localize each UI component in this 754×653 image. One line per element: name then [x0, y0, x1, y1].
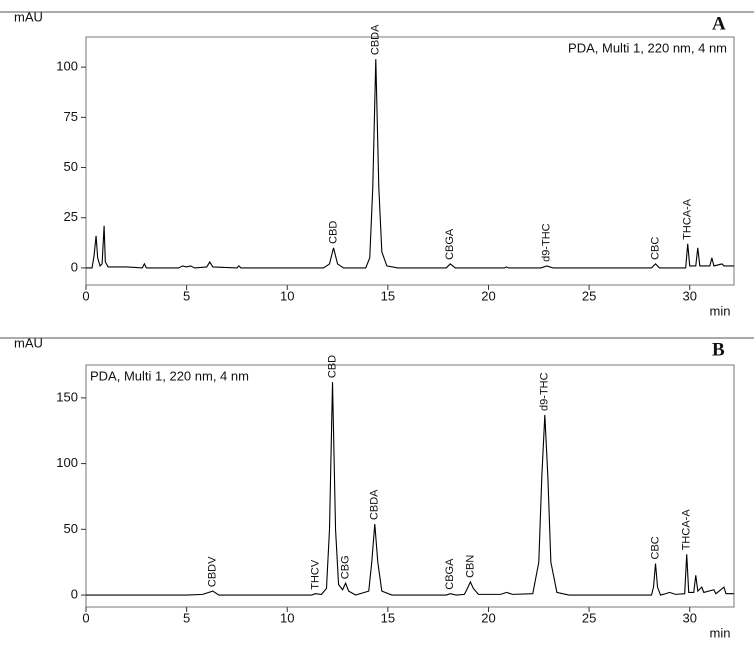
trace: [86, 382, 734, 596]
peak-label: CBC: [649, 237, 661, 260]
peak-label: THCV: [309, 559, 321, 590]
y-tick-label: 100: [56, 455, 78, 470]
trace: [86, 59, 734, 269]
x-axis-label: min: [710, 625, 731, 640]
x-tick-label: 20: [481, 610, 495, 625]
x-tick-label: 10: [280, 610, 294, 625]
x-axis-label: min: [710, 303, 731, 318]
x-tick-label: 25: [582, 288, 596, 303]
y-tick-label: 150: [56, 389, 78, 404]
x-tick-label: 10: [280, 288, 294, 303]
x-tick-label: 15: [381, 610, 395, 625]
peak-label: CBGA: [444, 228, 456, 260]
peak-label: CBN: [464, 555, 476, 578]
peak-label: THCA-A: [682, 198, 694, 240]
x-tick-label: 20: [481, 288, 495, 303]
y-axis-label: mAU: [14, 9, 43, 24]
peak-label: CBG: [340, 555, 352, 579]
peak-label: CBC: [649, 536, 661, 559]
panel-letter: A: [712, 13, 726, 34]
y-tick-label: 0: [71, 259, 78, 274]
peak-label: CBDA: [369, 489, 381, 520]
y-tick-label: 75: [64, 109, 78, 124]
x-tick-label: 0: [82, 610, 89, 625]
annotation: PDA, Multi 1, 220 nm, 4 nm: [90, 368, 249, 383]
x-tick-label: 5: [183, 288, 190, 303]
peak-label: THCA-A: [681, 509, 693, 551]
y-tick-label: 50: [64, 521, 78, 536]
x-tick-label: 5: [183, 610, 190, 625]
x-tick-label: 15: [381, 288, 395, 303]
x-tick-label: 30: [682, 610, 696, 625]
y-tick-label: 50: [64, 159, 78, 174]
peak-label: CBDA: [370, 24, 382, 55]
y-tick-label: 100: [56, 59, 78, 74]
y-tick-label: 25: [64, 209, 78, 224]
x-tick-label: 0: [82, 288, 89, 303]
peak-label: d9-THC: [541, 223, 553, 262]
x-tick-label: 25: [582, 610, 596, 625]
peak-label: CBD: [327, 221, 339, 244]
x-tick-label: 30: [682, 288, 696, 303]
plot-frame: [85, 364, 735, 608]
plot-frame: [85, 36, 735, 286]
y-axis-label: mAU: [14, 335, 43, 350]
peak-label: CBDV: [207, 556, 219, 587]
y-tick-label: 0: [71, 586, 78, 601]
peak-label: CBGA: [444, 558, 456, 590]
panel-letter: B: [712, 339, 725, 360]
annotation: PDA, Multi 1, 220 nm, 4 nm: [568, 40, 727, 55]
peak-label: d9-THC: [539, 372, 551, 411]
peak-label: CBD: [326, 355, 338, 378]
